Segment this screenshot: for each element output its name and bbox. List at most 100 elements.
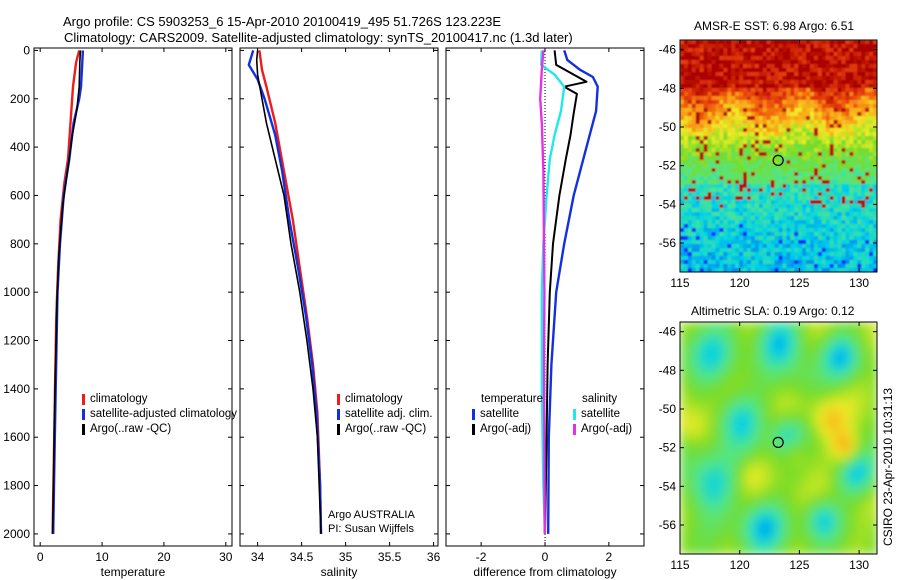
map-cell [803,481,809,487]
map-cell [798,64,803,69]
map-cell [680,491,686,497]
map-cell [739,88,744,93]
map-cell [798,428,804,434]
map-cell [817,370,824,376]
map-cell [711,140,717,145]
map-cell [825,224,831,229]
map-cell [714,331,720,338]
map-cell [837,168,843,173]
map-cell [719,326,725,333]
map-cell [817,549,824,554]
map-cell [699,264,705,269]
map-cell [865,124,870,129]
map-cell [711,256,717,261]
map-cell [778,152,784,157]
map-cell [709,447,716,454]
map-cell [813,120,819,125]
map-cell [810,48,815,53]
map-cell [748,544,755,550]
map-cell [842,505,849,512]
map-cell [822,476,829,483]
map-cell [849,40,854,45]
y-tick-label: 800 [10,237,30,251]
map-cell [731,88,736,93]
map-cell [683,52,689,57]
map-cell [719,384,725,391]
map-cell [707,144,713,149]
map-cell [793,336,799,342]
map-cell [709,476,716,483]
map-cell [832,457,839,463]
map-cell [680,204,685,209]
map-cell [817,326,824,333]
map-cell [704,481,711,487]
map-cell [719,264,724,269]
map-cell [774,224,780,229]
map-cell [748,365,755,371]
map-cell [735,104,740,109]
map-cell [707,112,713,117]
map-cell [744,505,750,512]
map-cell [810,188,815,193]
map-cell [715,200,720,205]
map-cell [750,244,756,249]
map-cell [695,268,701,272]
map-cell [714,375,720,381]
map-cell [734,539,740,545]
map-cell [786,172,791,177]
map-cell [739,264,744,269]
map-cell [842,442,849,449]
map-cell [802,220,807,225]
map-cell [743,140,748,145]
map-cell [753,486,760,492]
map-cell [810,108,815,113]
map-cell [833,124,839,129]
map-cell [837,228,843,233]
map-cell [719,120,724,125]
map-cell [774,96,780,101]
map-cell [707,260,713,265]
map-cell [758,224,764,229]
map-cell [810,260,815,265]
map-cell [691,244,697,249]
map-cell [714,351,720,357]
map-cell [837,48,843,53]
map-cell [857,76,862,81]
map-cell [773,529,780,536]
map-cell [817,534,824,541]
map-cell [802,180,807,185]
map-cell [813,68,819,73]
map-cell [723,72,728,77]
map-cell [833,104,839,109]
map-cell [803,365,809,371]
map-cell [758,152,764,157]
map-cell [778,447,785,454]
map-cell [735,164,740,169]
map-cell [861,236,866,241]
map-cell [680,64,685,69]
map-cell [812,510,819,516]
map-cell [711,260,717,265]
map-cell [861,268,866,272]
map-cell [762,104,768,109]
map-cell [680,232,685,237]
map-cell [861,120,866,125]
map-cell [731,184,736,189]
map-cell [687,264,693,269]
map-cell [808,496,814,502]
map-cell [739,525,745,531]
map-cell [778,457,785,463]
map-cell [763,360,770,367]
map-cell [766,200,772,205]
map-cell [778,264,784,269]
map-cell [790,264,795,269]
map-cell [703,60,709,65]
map-cell [837,232,843,237]
map-cell [695,140,701,145]
map-cell [810,76,815,81]
map-cell [774,196,780,201]
map-cell [694,351,701,357]
y-tick-label: 1400 [3,382,30,396]
map-cell [861,196,866,201]
map-cell [852,336,858,342]
